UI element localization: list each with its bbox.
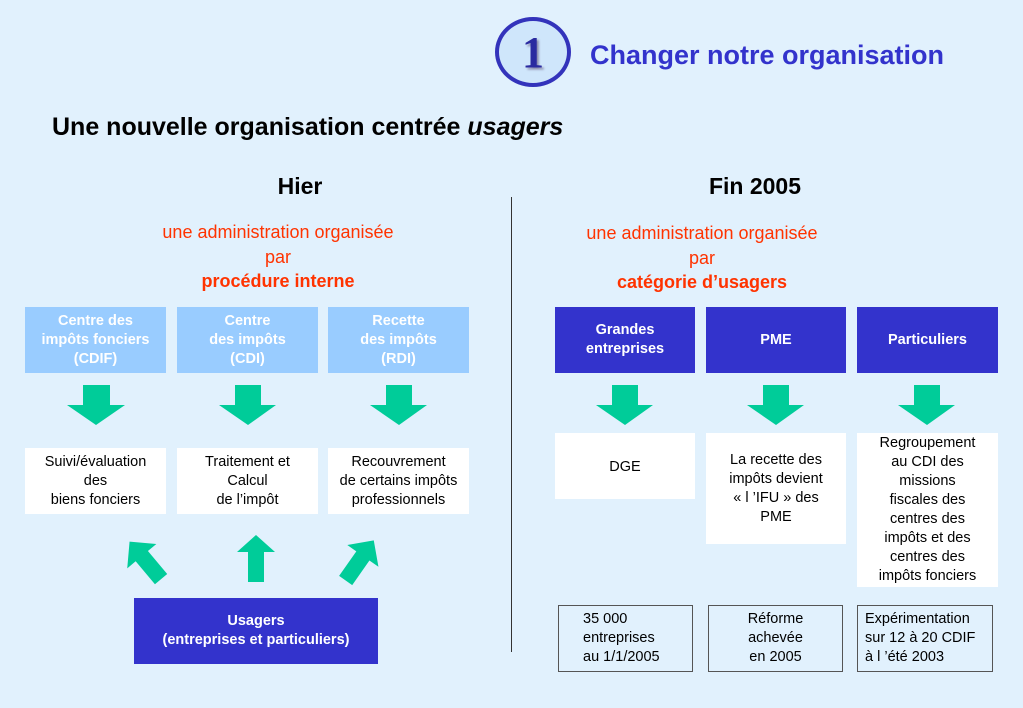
left-column-title: Hier bbox=[277, 173, 323, 199]
outcome-box: Regroupement au CDI des missions fiscale… bbox=[857, 433, 998, 587]
down-arrow-icon bbox=[596, 385, 653, 425]
step-number-badge: 1 bbox=[495, 17, 571, 87]
category-large-companies: Grandes entreprises bbox=[555, 307, 695, 373]
category-pme: PME bbox=[706, 307, 846, 373]
outcome-box: La recette des impôts devient « l ’IFU »… bbox=[706, 433, 846, 544]
down-arrow-icon bbox=[747, 385, 804, 425]
subtitle-line: une administration organisée bbox=[586, 223, 818, 243]
slide-title: Changer notre organisation bbox=[590, 40, 945, 70]
slide-heading: Une nouvelle organisation centrée usager… bbox=[52, 113, 563, 142]
down-arrow-icon bbox=[370, 385, 427, 425]
subtitle-bold: catégorie d’usagers bbox=[616, 272, 788, 292]
outcome-box: DGE bbox=[555, 433, 695, 499]
down-arrow-icon bbox=[898, 385, 955, 425]
note-box: Réforme achevée en 2005 bbox=[708, 605, 843, 672]
service-cdi: Centre des impôts (CDI) bbox=[177, 307, 318, 373]
subtitle-bold: procédure interne bbox=[201, 271, 355, 291]
mission-box: Suivi/évaluation des biens fonciers bbox=[25, 448, 166, 514]
service-cdif: Centre des impôts fonciers (CDIF) bbox=[25, 307, 166, 373]
note-box: Expérimentation sur 12 à 20 CDIF à l ’ét… bbox=[857, 605, 993, 672]
badge-number: 1 bbox=[522, 27, 544, 77]
subtitle-line: une administration organisée bbox=[162, 222, 394, 242]
note-box: 35 000 entreprises au 1/1/2005 bbox=[558, 605, 693, 672]
mission-box: Recouvrement de certains impôts professi… bbox=[328, 448, 469, 514]
left-subtitle: une administration organisée par procédu… bbox=[118, 220, 438, 294]
heading-text: Une nouvelle organisation centrée bbox=[52, 113, 468, 141]
users-box: Usagers (entreprises et particuliers) bbox=[134, 598, 378, 664]
service-rdi: Recette des impôts (RDI) bbox=[328, 307, 469, 373]
heading-emphasis: usagers bbox=[467, 113, 564, 141]
down-arrow-icon bbox=[219, 385, 276, 425]
right-column-title: Fin 2005 bbox=[708, 173, 802, 199]
right-subtitle: une administration organisée par catégor… bbox=[542, 221, 862, 295]
subtitle-line: par bbox=[688, 247, 715, 268]
column-divider bbox=[511, 197, 512, 652]
up-right-arrow-icon bbox=[339, 540, 379, 586]
up-left-arrow-icon bbox=[127, 541, 168, 585]
category-individuals: Particuliers bbox=[857, 307, 998, 373]
subtitle-line: par bbox=[264, 246, 291, 267]
up-arrow-icon bbox=[237, 535, 275, 582]
down-arrow-icon bbox=[67, 385, 125, 425]
mission-box: Traitement et Calcul de l’impôt bbox=[177, 448, 318, 514]
